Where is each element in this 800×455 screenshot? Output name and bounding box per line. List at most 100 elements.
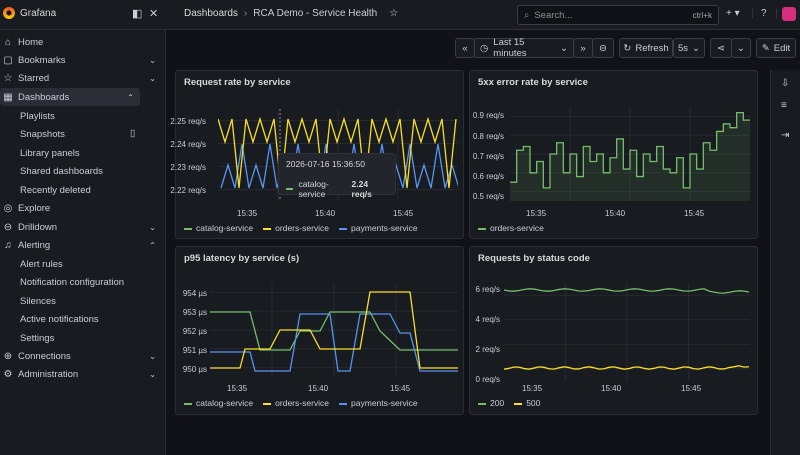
chevron-up-icon[interactable]: ⌃ — [127, 92, 134, 102]
interval-label: 5s — [678, 42, 689, 54]
sidebar-item-shared-dashboards[interactable]: Shared dashboards — [20, 166, 103, 177]
breadcrumb-dashboards[interactable]: Dashboards — [184, 8, 238, 19]
clock-icon: ◷ — [480, 42, 489, 54]
time-back-button[interactable]: « — [455, 38, 475, 58]
x-tick: 15:40 — [315, 209, 336, 218]
breadcrumb-current: RCA Demo - Service Health — [253, 8, 378, 19]
close-menu-icon[interactable]: ✕ — [149, 8, 159, 20]
chevron-up-icon[interactable]: ⌃ — [149, 240, 156, 250]
legend-item[interactable]: catalog-service — [184, 398, 253, 408]
chart-requests-by-status[interactable] — [504, 283, 750, 381]
search-placeholder: Search... — [534, 9, 573, 21]
sidebar-item-connections[interactable]: ⊕ Connections ⌄ — [3, 350, 156, 362]
download-icon[interactable]: ⇩ — [781, 78, 790, 89]
x-tick: 15:35 — [526, 209, 547, 218]
chevron-down-icon[interactable]: ⌄ — [149, 351, 156, 361]
series-line-200[interactable] — [504, 288, 750, 294]
x-tick: 15:40 — [605, 209, 626, 218]
series-line-payments[interactable] — [210, 313, 458, 372]
chevron-down-icon: ⌄ — [560, 42, 568, 54]
series-line-orders[interactable] — [510, 111, 750, 189]
time-forward-button[interactable]: » — [573, 38, 593, 58]
help-icon[interactable]: ? — [761, 8, 767, 19]
legend-item[interactable]: catalog-service — [184, 223, 253, 233]
search-input[interactable]: ⌕ Search... ctrl+k — [517, 5, 719, 25]
sidebar-item-recently-deleted[interactable]: Recently deleted — [20, 185, 91, 196]
chevron-double-left-icon: « — [462, 42, 468, 54]
legend: catalog-service orders-service payments-… — [184, 223, 418, 233]
panel-p95-latency[interactable]: p95 latency by service (s) 954 µs 953 µs… — [175, 246, 464, 415]
chevron-right-icon: › — [243, 8, 248, 19]
sidebar-item-notification-configuration[interactable]: Notification configuration — [20, 277, 125, 288]
legend-item[interactable]: orders-service — [263, 223, 329, 233]
legend-item[interactable]: payments-service — [339, 223, 418, 233]
series-line-500[interactable] — [504, 365, 750, 370]
sidebar-item-silences[interactable]: Silences — [20, 296, 56, 307]
sidebar-item-explore[interactable]: ◎ Explore — [3, 202, 51, 214]
sidebar-item-snapshots[interactable]: Snapshots — [20, 129, 65, 140]
add-icon[interactable]: + ▾ — [726, 8, 740, 19]
sidebar-item-dashboards[interactable]: ▦ Dashboards ⌃ — [0, 88, 140, 106]
y-tick: 0 req/s — [475, 375, 500, 384]
sidebar-item-settings[interactable]: Settings — [20, 333, 55, 344]
legend-item[interactable]: orders-service — [263, 398, 329, 408]
share-menu-button[interactable]: ⌄ — [731, 38, 751, 58]
chevron-down-icon[interactable]: ⌄ — [149, 73, 156, 83]
sidebar-item-starred[interactable]: ☆ Starred ⌄ — [3, 72, 156, 84]
y-tick: 950 µs — [182, 365, 207, 374]
sidebar-item-playlists[interactable]: Playlists — [20, 111, 55, 122]
legend-item[interactable]: 200 — [478, 398, 504, 408]
edit-label: Edit — [773, 42, 791, 54]
sidebar-item-library-panels[interactable]: Library panels — [20, 148, 80, 159]
share-button[interactable]: ⋖ — [710, 38, 732, 58]
refresh-button[interactable]: ↻ Refresh — [619, 38, 673, 58]
sidebar-item-home[interactable]: ⌂ Home — [0, 33, 162, 51]
sidebar-item-alerting[interactable]: ♫ Alerting ⌃ — [0, 236, 162, 254]
sidebar-item-alert-rules[interactable]: Alert rules — [20, 259, 63, 270]
time-range-picker[interactable]: ◷ Last 15 minutes ⌄ — [474, 37, 574, 59]
grafana-logo-icon — [3, 7, 15, 19]
legend-item[interactable]: orders-service — [478, 223, 544, 233]
sidebar-item-active-notifications[interactable]: Active notifications — [20, 314, 99, 325]
chart-5xx-error-rate[interactable] — [510, 107, 750, 201]
sidebar-item-drilldown[interactable]: ⊖ Drilldown ⌄ — [3, 221, 156, 233]
compass-icon: ◎ — [3, 202, 13, 214]
legend-item[interactable]: 500 — [514, 398, 540, 408]
connections-icon: ⊕ — [3, 350, 13, 362]
refresh-label: Refresh — [635, 42, 669, 54]
collapse-right-icon[interactable]: ⇥ — [781, 130, 790, 141]
edit-button[interactable]: ✎ Edit — [756, 38, 796, 58]
sidebar-item-bookmarks[interactable]: ▢ Bookmarks ⌄ — [3, 54, 156, 66]
bookmark-icon: ▢ — [3, 54, 13, 66]
refresh-interval-picker[interactable]: 5s ⌄ — [673, 38, 705, 58]
panel-request-rate[interactable]: Request rate by service 2.25 req/s 2.24 … — [170, 70, 464, 239]
breadcrumb: Dashboards › RCA Demo - Service Health ☆ — [184, 8, 398, 19]
search-shortcut: ctrl+k — [692, 10, 712, 20]
y-tick: 953 µs — [182, 308, 207, 317]
panel-title: Request rate by service — [184, 77, 291, 88]
series-line-orders[interactable] — [210, 291, 458, 369]
chevron-down-icon[interactable]: ⌄ — [149, 369, 156, 379]
sidebar-item-administration[interactable]: ⚙ Administration ⌄ — [3, 368, 156, 380]
series-line-catalog[interactable] — [210, 311, 458, 351]
panel-5xx-error-rate[interactable]: 5xx error rate by service 0.9 req/s 0.8 … — [469, 70, 758, 239]
chevron-down-icon[interactable]: ⌄ — [149, 222, 156, 232]
dock-menu-icon[interactable]: ◧ — [132, 8, 143, 20]
panel-requests-by-status[interactable]: Requests by status code 6 req/s 4 req/s … — [469, 246, 758, 415]
brand[interactable]: Grafana — [3, 7, 56, 19]
outline-icon[interactable]: ≡ — [781, 100, 787, 111]
right-rail: ⇩ ≡ ⇥ — [770, 70, 800, 455]
chart-p95-latency[interactable] — [210, 283, 458, 377]
bookmark-icon[interactable]: ▯ — [130, 128, 136, 139]
y-tick: 2 req/s — [475, 345, 500, 354]
search-icon: ⌕ — [524, 9, 530, 21]
x-tick: 15:40 — [308, 384, 329, 393]
series-line-orders[interactable] — [218, 116, 457, 189]
x-tick: 15:45 — [684, 209, 705, 218]
avatar[interactable] — [782, 7, 796, 21]
y-tick: 0.5 req/s — [472, 192, 504, 201]
zoom-out-button[interactable]: ⊖ — [592, 38, 614, 58]
star-icon[interactable]: ☆ — [389, 8, 399, 19]
chevron-down-icon[interactable]: ⌄ — [149, 55, 156, 65]
legend-item[interactable]: payments-service — [339, 398, 418, 408]
